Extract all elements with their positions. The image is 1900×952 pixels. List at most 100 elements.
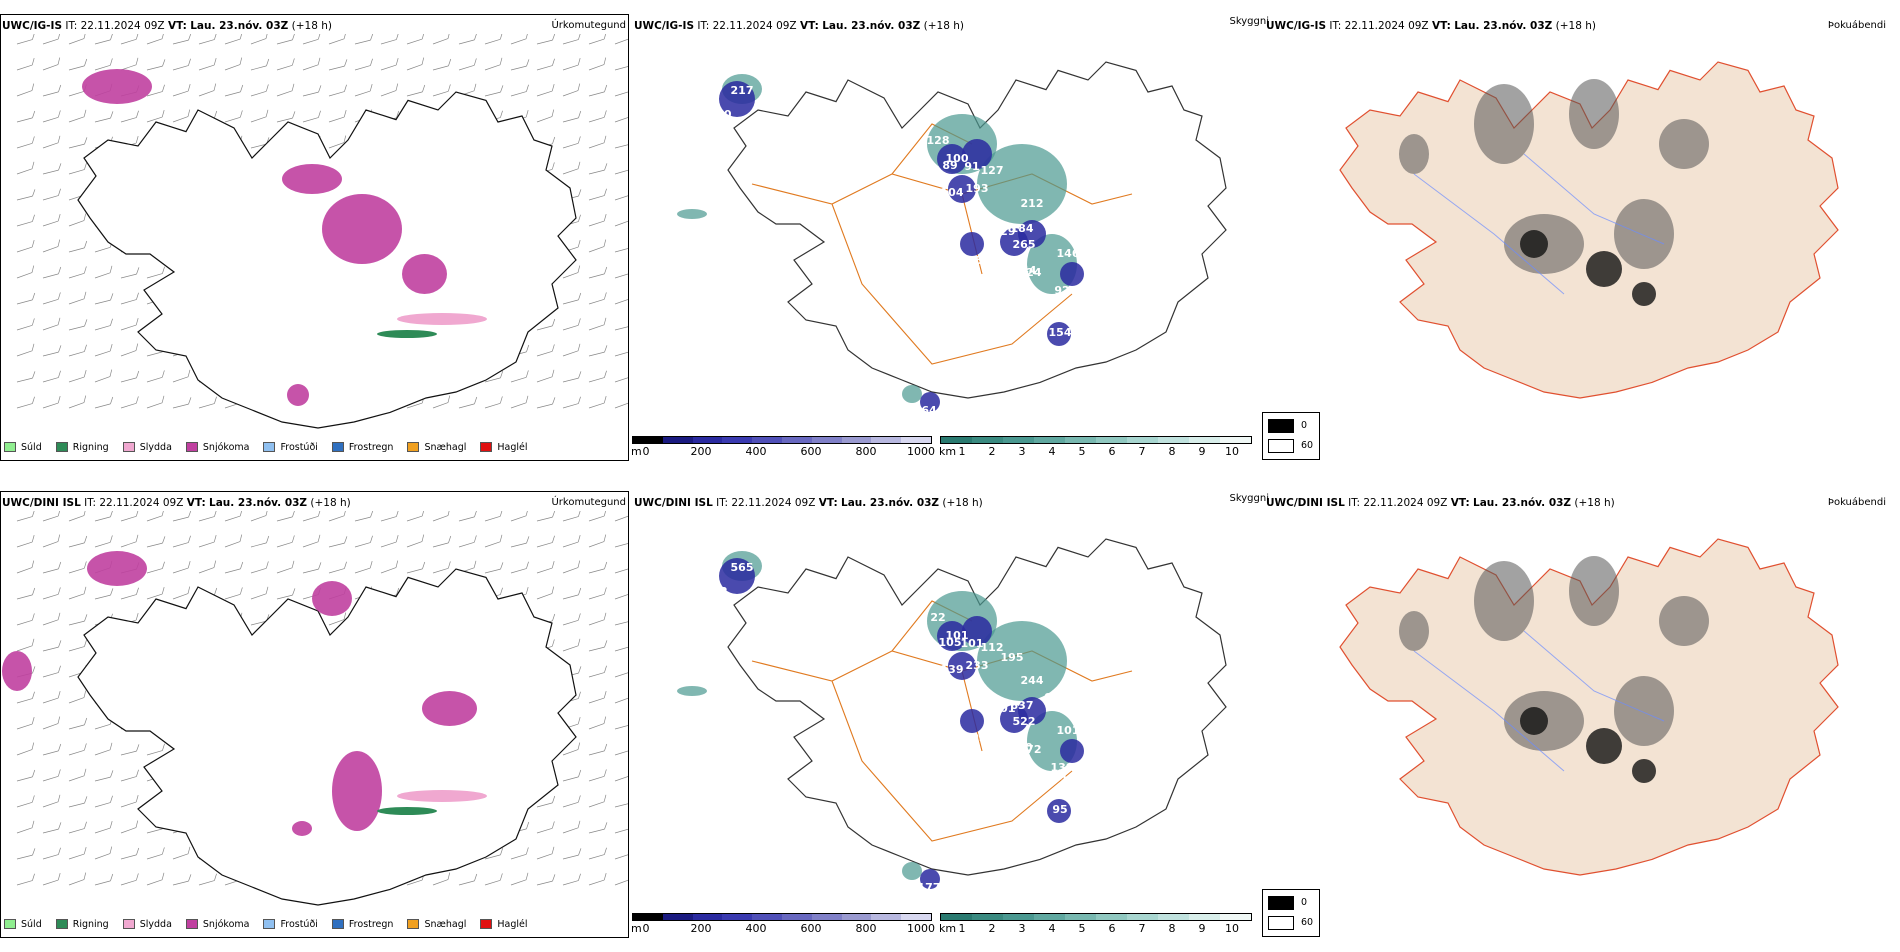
legend-swatch xyxy=(123,442,135,452)
panel-title: Þokuábendi xyxy=(1828,497,1886,508)
wind-barb xyxy=(67,691,88,703)
wind-barb xyxy=(15,34,36,44)
wind-barb xyxy=(41,769,62,781)
wind-barb xyxy=(41,396,62,408)
wind-barb xyxy=(275,561,296,573)
visibility-value: 177 xyxy=(918,881,941,894)
legend-swatch xyxy=(263,442,275,452)
model-name: UWC/DINI ISL xyxy=(634,497,713,509)
visibility-value: 101 xyxy=(1057,724,1080,737)
wind-barb xyxy=(405,562,426,573)
wind-barb xyxy=(327,511,348,521)
wind-barb xyxy=(249,84,270,96)
snow-area xyxy=(292,821,312,836)
wind-barb xyxy=(94,111,115,122)
wind-barb xyxy=(145,873,166,885)
wind-barb xyxy=(15,344,36,356)
wind-barb xyxy=(613,665,628,677)
wind-barb xyxy=(93,743,114,755)
ceiling-unit: m xyxy=(631,445,642,458)
panel-header: UWC/IG-IS IT: 22.11.2024 09Z VT: Lau. 23… xyxy=(634,20,964,32)
wind-barb xyxy=(379,535,400,547)
wind-barb xyxy=(41,795,62,807)
model-name: UWC/IG-IS xyxy=(2,20,62,32)
issue-time-label: IT: xyxy=(697,20,709,32)
wind-barb xyxy=(67,847,88,859)
ceiling-tick-label: 600 xyxy=(801,445,822,458)
wind-barb xyxy=(613,640,628,651)
wind-barb xyxy=(145,847,166,859)
wind-barb xyxy=(93,511,114,521)
wind-barb xyxy=(223,511,244,521)
wind-barb xyxy=(145,511,166,521)
precip-legend-item: Frostúði xyxy=(263,442,317,453)
wind-barb xyxy=(613,718,628,729)
wind-barb xyxy=(613,822,628,833)
wind-barb xyxy=(613,743,628,755)
wind-barb xyxy=(509,873,530,885)
snow-area xyxy=(332,751,382,831)
wind-barb xyxy=(172,874,193,885)
wind-barb xyxy=(119,111,140,122)
wind-barb xyxy=(587,873,608,885)
wind-barb xyxy=(561,613,582,625)
panel-header: UWC/IG-IS IT: 22.11.2024 09Z VT: Lau. 23… xyxy=(2,20,332,32)
legend-label: Frostregn xyxy=(349,919,394,930)
wind-barb xyxy=(67,640,88,651)
wind-barb xyxy=(301,111,322,122)
wind-barb xyxy=(561,588,582,599)
legend-swatch xyxy=(332,442,344,452)
wind-barb xyxy=(119,396,140,408)
wind-barb xyxy=(223,587,244,599)
wind-barb xyxy=(275,34,296,44)
panel-title: Þokuábendi xyxy=(1828,20,1886,31)
wind-barb xyxy=(16,371,37,382)
model-row: UWC/DINI ISL IT: 22.11.2024 09Z VT: Lau.… xyxy=(0,477,1900,952)
wind-barb xyxy=(171,59,192,70)
legend-label: Rigning xyxy=(73,442,109,453)
legend-swatch xyxy=(332,919,344,929)
wind-barb xyxy=(68,319,89,330)
wind-barb xyxy=(587,396,608,408)
visibility-value: 565 xyxy=(731,561,754,574)
wind-barb xyxy=(561,162,582,174)
precip-legend-item: Slydda xyxy=(123,919,172,930)
wind-barb xyxy=(15,397,36,408)
wind-barb xyxy=(249,511,270,521)
ceiling-tick-label: 600 xyxy=(801,922,822,935)
legend-label: Frostregn xyxy=(349,442,394,453)
fog-indicator-area xyxy=(1399,611,1429,651)
wind-barb xyxy=(535,344,556,356)
wind-barb xyxy=(15,613,36,625)
precip-type-map xyxy=(2,34,628,436)
ceiling-tick-label: 1000 xyxy=(907,922,935,935)
legend-swatch xyxy=(4,919,16,929)
panel-header: UWC/DINI ISL IT: 22.11.2024 09Z VT: Lau.… xyxy=(1266,497,1615,509)
wind-barb xyxy=(587,744,608,755)
wind-barb xyxy=(67,266,88,278)
wind-barb xyxy=(120,744,141,755)
visibility-value: 95 xyxy=(1052,803,1067,816)
wind-barb xyxy=(509,511,530,521)
wind-barb xyxy=(67,561,88,573)
ceiling-tick-label: 0 xyxy=(643,445,650,458)
wind-barb xyxy=(561,821,582,833)
snow-area xyxy=(322,194,402,264)
wind-barb xyxy=(276,111,297,122)
wind-barb xyxy=(561,136,582,148)
issue-time: 22.11.2024 09Z xyxy=(1363,497,1447,509)
wind-barb xyxy=(561,874,582,885)
wind-barb xyxy=(93,847,114,859)
wind-barb xyxy=(172,397,193,408)
precip-legend-item: Frostregn xyxy=(332,442,394,453)
wind-barb xyxy=(15,717,36,729)
wind-barb xyxy=(587,691,608,703)
wind-barb xyxy=(15,511,36,521)
wind-barb xyxy=(353,561,374,573)
wind-barb xyxy=(119,34,140,44)
wind-barb xyxy=(119,821,140,833)
visibility-value: 522 xyxy=(1013,715,1036,728)
wind-barb xyxy=(614,614,628,625)
wind-barb xyxy=(16,848,37,859)
